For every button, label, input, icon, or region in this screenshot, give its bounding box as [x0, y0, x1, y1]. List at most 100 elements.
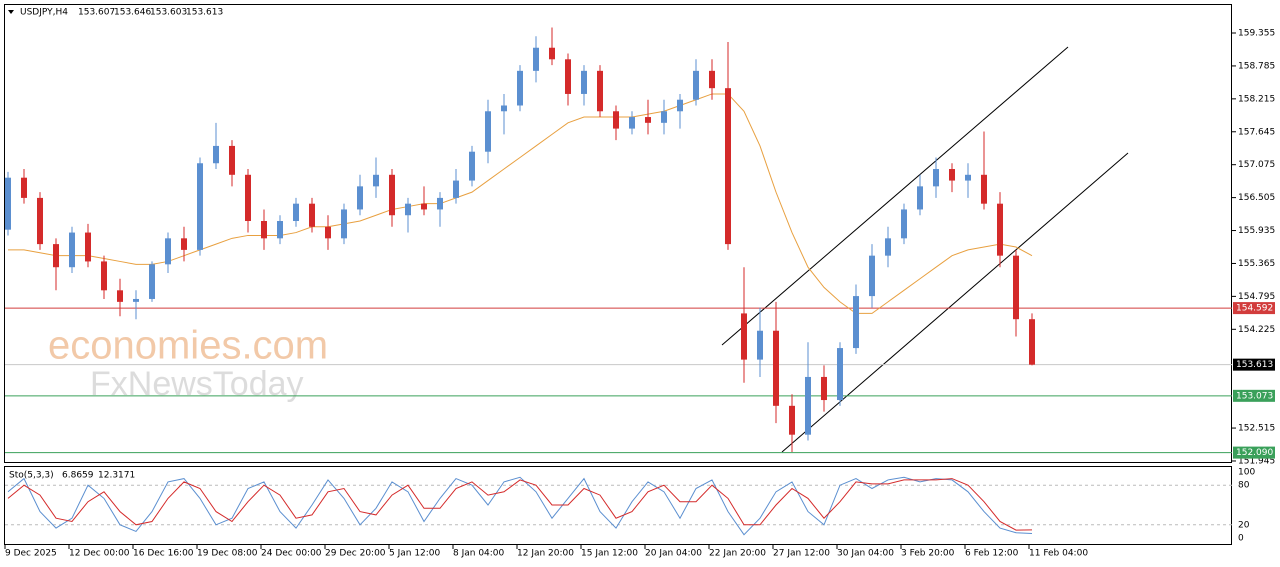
quote-value: 153.603 [150, 8, 187, 18]
y-tick-label: 154.225 [1238, 325, 1275, 335]
symbol: USDJPY,H4 [20, 8, 68, 18]
x-tick-label: 24 Dec 00:00 [261, 549, 322, 559]
candle-body [53, 244, 59, 268]
x-tick-label: 15 Jan 12:00 [581, 549, 638, 559]
candle-body [709, 70, 715, 89]
y-tick-label: 158.215 [1238, 94, 1275, 104]
x-tick-label: 30 Jan 04:00 [837, 549, 894, 559]
quote-value: 153.613 [186, 8, 223, 18]
candle-body [933, 169, 939, 187]
candle-body [133, 298, 139, 302]
candle-body [69, 232, 75, 268]
watermark: economies.com [48, 324, 328, 368]
candle-body [869, 255, 875, 297]
candle-body [613, 111, 619, 129]
candle-body [421, 203, 427, 210]
x-tick-label: 6 Feb 12:00 [965, 549, 1019, 559]
indicator-name: Sto(5,3,3) [9, 471, 54, 481]
stochastic-line [7, 476, 1033, 536]
candle-body [1029, 319, 1035, 365]
candle-body [245, 174, 251, 222]
candle-body [757, 330, 763, 360]
y-tick-label: 157.645 [1238, 127, 1275, 137]
candle-body [789, 405, 795, 435]
candle-body [821, 376, 827, 401]
watermark: FxNewsToday [90, 365, 304, 403]
candle-body [517, 70, 523, 106]
x-tick-label: 19 Dec 08:00 [197, 549, 258, 559]
candle-body [197, 163, 203, 250]
level-label-box [1233, 302, 1275, 315]
candle-body [213, 145, 219, 164]
y-tick-label: 159.355 [1238, 29, 1275, 39]
candle-body [533, 47, 539, 71]
level-label: 154.592 [1236, 304, 1273, 314]
x-tick-label: 9 Dec 2025 [5, 549, 57, 559]
y-tick-label: 152.515 [1238, 424, 1275, 434]
candle-body [485, 111, 491, 152]
x-tick-label: 5 Jan 12:00 [389, 549, 441, 559]
candle-body [405, 203, 411, 216]
candle-body [181, 238, 187, 250]
candle-body [837, 348, 843, 401]
candle-body [357, 186, 363, 210]
level-label-box [1233, 358, 1275, 371]
candle-body [981, 174, 987, 204]
candle-body [597, 70, 603, 112]
candle-body [309, 203, 315, 227]
channel-line [721, 46, 1069, 346]
candle-body [629, 117, 635, 129]
candle-body [277, 221, 283, 239]
candle-body [373, 174, 379, 187]
x-tick-label: 29 Dec 20:00 [325, 549, 386, 559]
candle-body [805, 376, 811, 435]
candle-body [693, 70, 699, 100]
candle-body [661, 111, 667, 123]
candle-body [917, 186, 923, 210]
candle-body [1013, 255, 1019, 320]
level-label: 153.613 [1236, 360, 1273, 370]
candle-body [677, 99, 683, 112]
candle-body [469, 151, 475, 181]
x-tick-label: 12 Dec 00:00 [69, 549, 130, 559]
candle-body [885, 238, 891, 256]
y-tick-label: 157.075 [1238, 160, 1275, 170]
candle-body [453, 180, 459, 198]
indicator-tick-label: 80 [1238, 481, 1250, 491]
candle-body [901, 209, 907, 239]
x-tick-label: 22 Jan 20:00 [709, 549, 766, 559]
main-pane [4, 4, 1232, 463]
x-tick-label: 16 Dec 16:00 [133, 549, 194, 559]
y-tick-label: 155.365 [1238, 259, 1275, 269]
level-label: 153.073 [1236, 391, 1273, 401]
candle-body [997, 203, 1003, 256]
indicator-tick-label: 20 [1238, 520, 1250, 530]
candle-body [5, 177, 11, 230]
candle-body [741, 313, 747, 360]
candle-body [389, 174, 395, 216]
y-tick-label: 151.945 [1238, 456, 1275, 466]
indicator-value: 6.8659 [62, 471, 94, 481]
candle-body [261, 221, 267, 239]
x-tick-label: 3 Feb 20:00 [901, 549, 955, 559]
candle-body [21, 177, 27, 198]
level-label-box [1233, 389, 1275, 402]
candle-body [437, 197, 443, 210]
candle-body [325, 226, 331, 239]
candle-body [117, 290, 123, 302]
dropdown-icon[interactable] [8, 10, 14, 14]
indicator-value: 12.3171 [98, 471, 135, 481]
candle-body [949, 169, 955, 181]
candle-body [149, 264, 155, 299]
candle-body [565, 59, 571, 94]
level-label-box [1233, 446, 1275, 459]
candle-body [581, 70, 587, 94]
candle-body [85, 232, 91, 262]
quote-value: 153.646 [114, 8, 151, 18]
candle-body [645, 117, 651, 123]
indicator-tick-label: 100 [1238, 468, 1255, 478]
y-tick-label: 158.785 [1238, 61, 1275, 71]
candle-body [853, 296, 859, 349]
y-tick-label: 154.795 [1238, 292, 1275, 302]
